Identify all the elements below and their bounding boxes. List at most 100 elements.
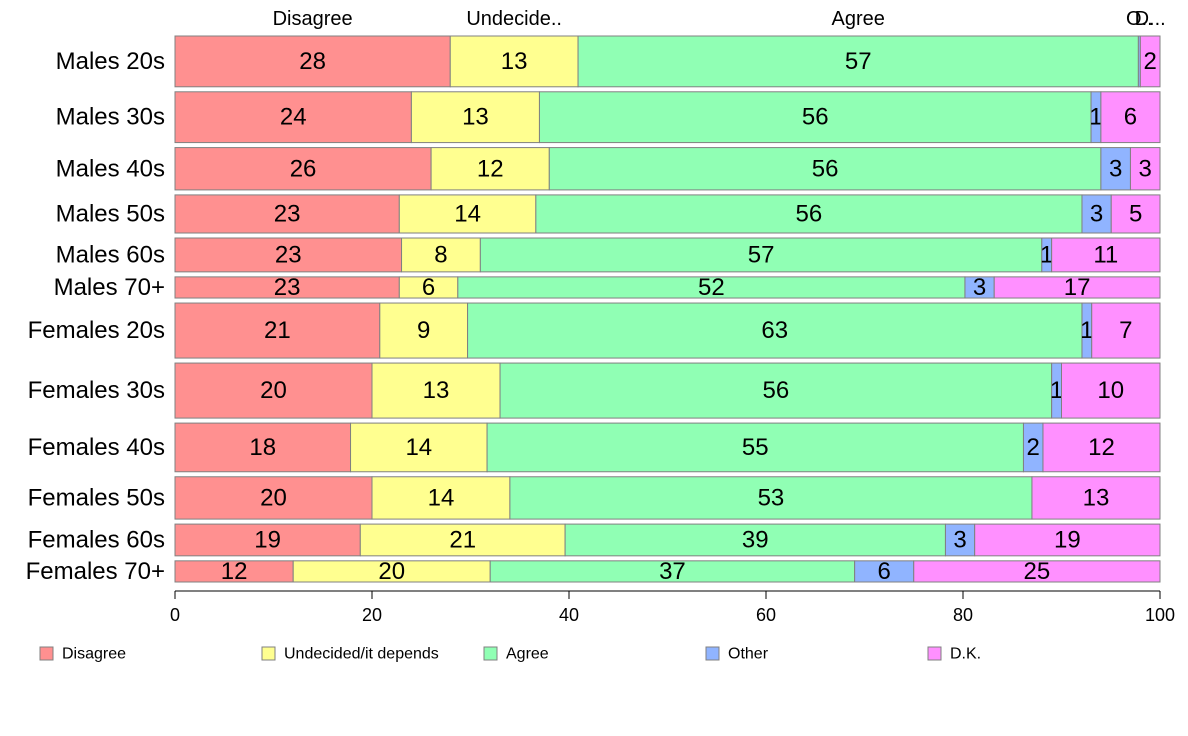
bar-value-label: 5 xyxy=(1129,200,1142,227)
bar-value-label: 18 xyxy=(249,434,276,461)
bar-segment xyxy=(548,147,1102,191)
bar-segment xyxy=(535,194,1083,234)
bars-area: 28 13 57 224 13 56 1 626 12 56 3 323 14 56 3 523 8 57 1 112… xyxy=(174,35,1161,585)
legend-item: Undecided/it depends xyxy=(261,646,439,663)
legend-item: Disagree xyxy=(39,646,126,663)
bar-segment xyxy=(913,560,1161,583)
bar-value-label: 20 xyxy=(260,377,287,404)
bar-value-label: 23 xyxy=(274,200,301,227)
bar-value-label: 10 xyxy=(1097,377,1124,404)
bar-segment xyxy=(1061,362,1161,419)
bar-row: 28 13 57 2 xyxy=(174,35,1161,88)
x-tick-label: 80 xyxy=(953,605,973,625)
bar-value-label: 12 xyxy=(221,558,248,585)
bar-value-label: 57 xyxy=(748,241,775,268)
bar-segment xyxy=(359,523,566,557)
category-label: Females 70+ xyxy=(26,558,165,585)
bar-value-label: 6 xyxy=(878,558,891,585)
column-header-label: O.. xyxy=(1126,8,1153,30)
bar-segment xyxy=(174,147,432,191)
bar-value-label: 21 xyxy=(264,317,291,344)
bar-segment xyxy=(398,194,537,234)
bar-value-label: 11 xyxy=(1093,241,1118,268)
category-label: Females 20s xyxy=(28,317,165,344)
category-label: Males 50s xyxy=(56,200,165,227)
bar-segment xyxy=(174,237,403,273)
category-label: Females 60s xyxy=(28,526,165,553)
bar-value-label: 37 xyxy=(659,558,686,585)
category-label: Females 50s xyxy=(28,484,165,511)
bar-segment xyxy=(1091,302,1161,359)
bar-segment xyxy=(1100,91,1161,144)
bar-value-label: 28 xyxy=(299,48,326,75)
bar-segment xyxy=(350,422,488,473)
bar-value-label: 56 xyxy=(812,155,839,182)
bar-segment xyxy=(371,476,511,520)
legend-swatch xyxy=(39,646,54,661)
category-label: Males 40s xyxy=(56,155,165,182)
bar-value-label: 63 xyxy=(761,317,788,344)
bar-segment xyxy=(467,302,1083,359)
bar-value-label: 17 xyxy=(1064,274,1091,301)
bar-value-label: 3 xyxy=(1090,200,1103,227)
bar-value-label: 6 xyxy=(422,274,435,301)
bar-value-label: 3 xyxy=(1109,155,1122,182)
bar-value-label: 2 xyxy=(1027,434,1040,461)
legend-swatch xyxy=(261,646,276,661)
bar-value-label: 20 xyxy=(378,558,405,585)
bar-segment xyxy=(174,194,400,234)
bar-value-label: 24 xyxy=(280,104,307,131)
bar-segment xyxy=(1110,194,1161,234)
legend-item: D.K. xyxy=(927,646,981,663)
bar-segment xyxy=(509,476,1033,520)
x-tick-label: 60 xyxy=(756,605,776,625)
bar-segment xyxy=(974,523,1161,557)
legend-label: D.K. xyxy=(950,646,981,663)
bar-segment xyxy=(401,237,481,273)
bar-value-label: 1 xyxy=(1040,241,1053,268)
bar-value-label: 21 xyxy=(449,526,476,553)
bar-value-label: 19 xyxy=(1054,526,1081,553)
x-tick-label: 100 xyxy=(1145,605,1175,625)
bar-value-label: 56 xyxy=(762,377,789,404)
bar-row: 26 12 56 3 3 xyxy=(174,147,1161,191)
bar-segment xyxy=(1051,237,1161,273)
bar-segment xyxy=(1081,194,1112,234)
bar-segment xyxy=(410,91,540,144)
bar-segment xyxy=(174,422,352,473)
x-tick-label: 40 xyxy=(559,605,579,625)
bar-value-label: 14 xyxy=(405,434,432,461)
bar-segment xyxy=(430,147,550,191)
bar-row: 24 13 56 1 6 xyxy=(174,91,1161,144)
bar-segment xyxy=(449,35,579,88)
legend-item: Other xyxy=(705,646,769,663)
category-label: Males 20s xyxy=(56,48,165,75)
bar-value-label: 9 xyxy=(417,317,430,344)
bar-row: 23 8 57 1 11 xyxy=(174,237,1161,273)
bar-segment xyxy=(1139,35,1161,88)
bar-value-label: 19 xyxy=(254,526,281,553)
x-tick-label: 0 xyxy=(170,605,180,625)
bar-segment xyxy=(1042,422,1161,473)
legend-label: Agree xyxy=(506,646,549,663)
bar-value-label: 3 xyxy=(953,526,966,553)
column-header-label: Undecide.. xyxy=(466,8,562,30)
category-label: Females 30s xyxy=(28,377,165,404)
bar-value-label: 8 xyxy=(434,241,447,268)
bar-segment xyxy=(1100,147,1131,191)
bar-row: 20 13 56 1 10 xyxy=(174,362,1161,419)
bar-value-label: 13 xyxy=(462,104,489,131)
bar-segment xyxy=(564,523,946,557)
column-header-label: Disagree xyxy=(273,8,353,30)
bar-value-label: 23 xyxy=(275,241,302,268)
bar-value-label: 3 xyxy=(1139,155,1152,182)
bar-segment xyxy=(174,362,373,419)
legend-label: Undecided/it depends xyxy=(284,646,439,663)
category-label: Females 40s xyxy=(28,434,165,461)
bar-segment xyxy=(486,422,1024,473)
bar-value-label: 25 xyxy=(1024,558,1051,585)
column-header-labels: Disagree Undecide.. Agree O..D... xyxy=(273,8,1166,30)
category-label: Males 30s xyxy=(56,104,165,131)
legend: Disagree Undecided/it depends Agree Other D.… xyxy=(39,646,981,663)
